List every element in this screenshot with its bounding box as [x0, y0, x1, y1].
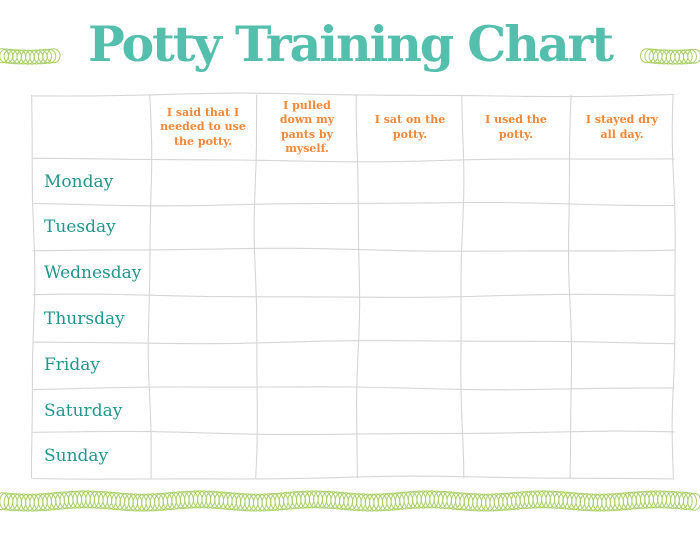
table-cell [462, 296, 570, 342]
table-cell [570, 388, 674, 433]
table-cell [256, 204, 358, 250]
column-header-pulled-pants: I pulled down my pants by myself. [279, 98, 335, 155]
row-label-monday: Monday [44, 172, 114, 192]
chart-table: I said that I needed to use the potty. I… [30, 92, 676, 480]
table-cell [462, 160, 570, 204]
table-cell [150, 342, 256, 388]
row-label-sunday: Sunday [44, 445, 109, 466]
coil-squiggle-icon [0, 48, 61, 65]
row-label-friday: Friday [44, 355, 100, 375]
coil-squiggle-icon [0, 490, 700, 512]
table-cell [256, 342, 358, 388]
table-cell [570, 250, 674, 296]
table-cell [256, 250, 358, 296]
table-cell [570, 433, 674, 478]
table-cell [358, 160, 462, 204]
table-cell [150, 204, 256, 250]
table-cell [256, 388, 358, 433]
table-cell [256, 160, 358, 204]
table-cell [358, 296, 462, 342]
table-grid-lines [30, 92, 676, 480]
row-label-tuesday: Tuesday [44, 217, 116, 237]
corner-cell [33, 95, 150, 160]
column-header-used-potty: I used the potty. [485, 113, 547, 141]
table-cell [256, 296, 358, 342]
row-label-wednesday: Wednesday [44, 263, 142, 283]
table-cell [150, 160, 256, 204]
table-cell [150, 388, 256, 433]
table-cell [358, 388, 462, 433]
table-cell [150, 433, 256, 478]
column-header-sat-potty: I sat on the potty. [374, 113, 446, 141]
table-cell [358, 342, 462, 388]
table-cell [570, 296, 674, 342]
table-cell [358, 204, 462, 250]
table-cell [358, 250, 462, 296]
table-cell [462, 342, 570, 388]
chart-grid: I said that I needed to use the potty. I… [33, 95, 674, 478]
table-cell [570, 160, 674, 204]
row-label-thursday: Thursday [44, 309, 125, 329]
table-cell [150, 250, 256, 296]
page-title: Potty Training Chart [87, 15, 614, 73]
table-cell [462, 204, 570, 250]
row-label-saturday: Saturday [44, 400, 123, 421]
table-cell [256, 433, 358, 478]
table-cell [570, 204, 674, 250]
table-cell [462, 433, 570, 478]
table-cell [462, 250, 570, 296]
column-header-stayed-dry: I stayed dry all day. [585, 113, 659, 141]
table-cell [358, 433, 462, 478]
table-cell [570, 342, 674, 388]
table-cell [150, 296, 256, 342]
coil-squiggle-icon [640, 48, 700, 65]
column-header-said-needed: I said that I needed to use the potty. [160, 106, 246, 148]
table-cell [462, 388, 570, 433]
